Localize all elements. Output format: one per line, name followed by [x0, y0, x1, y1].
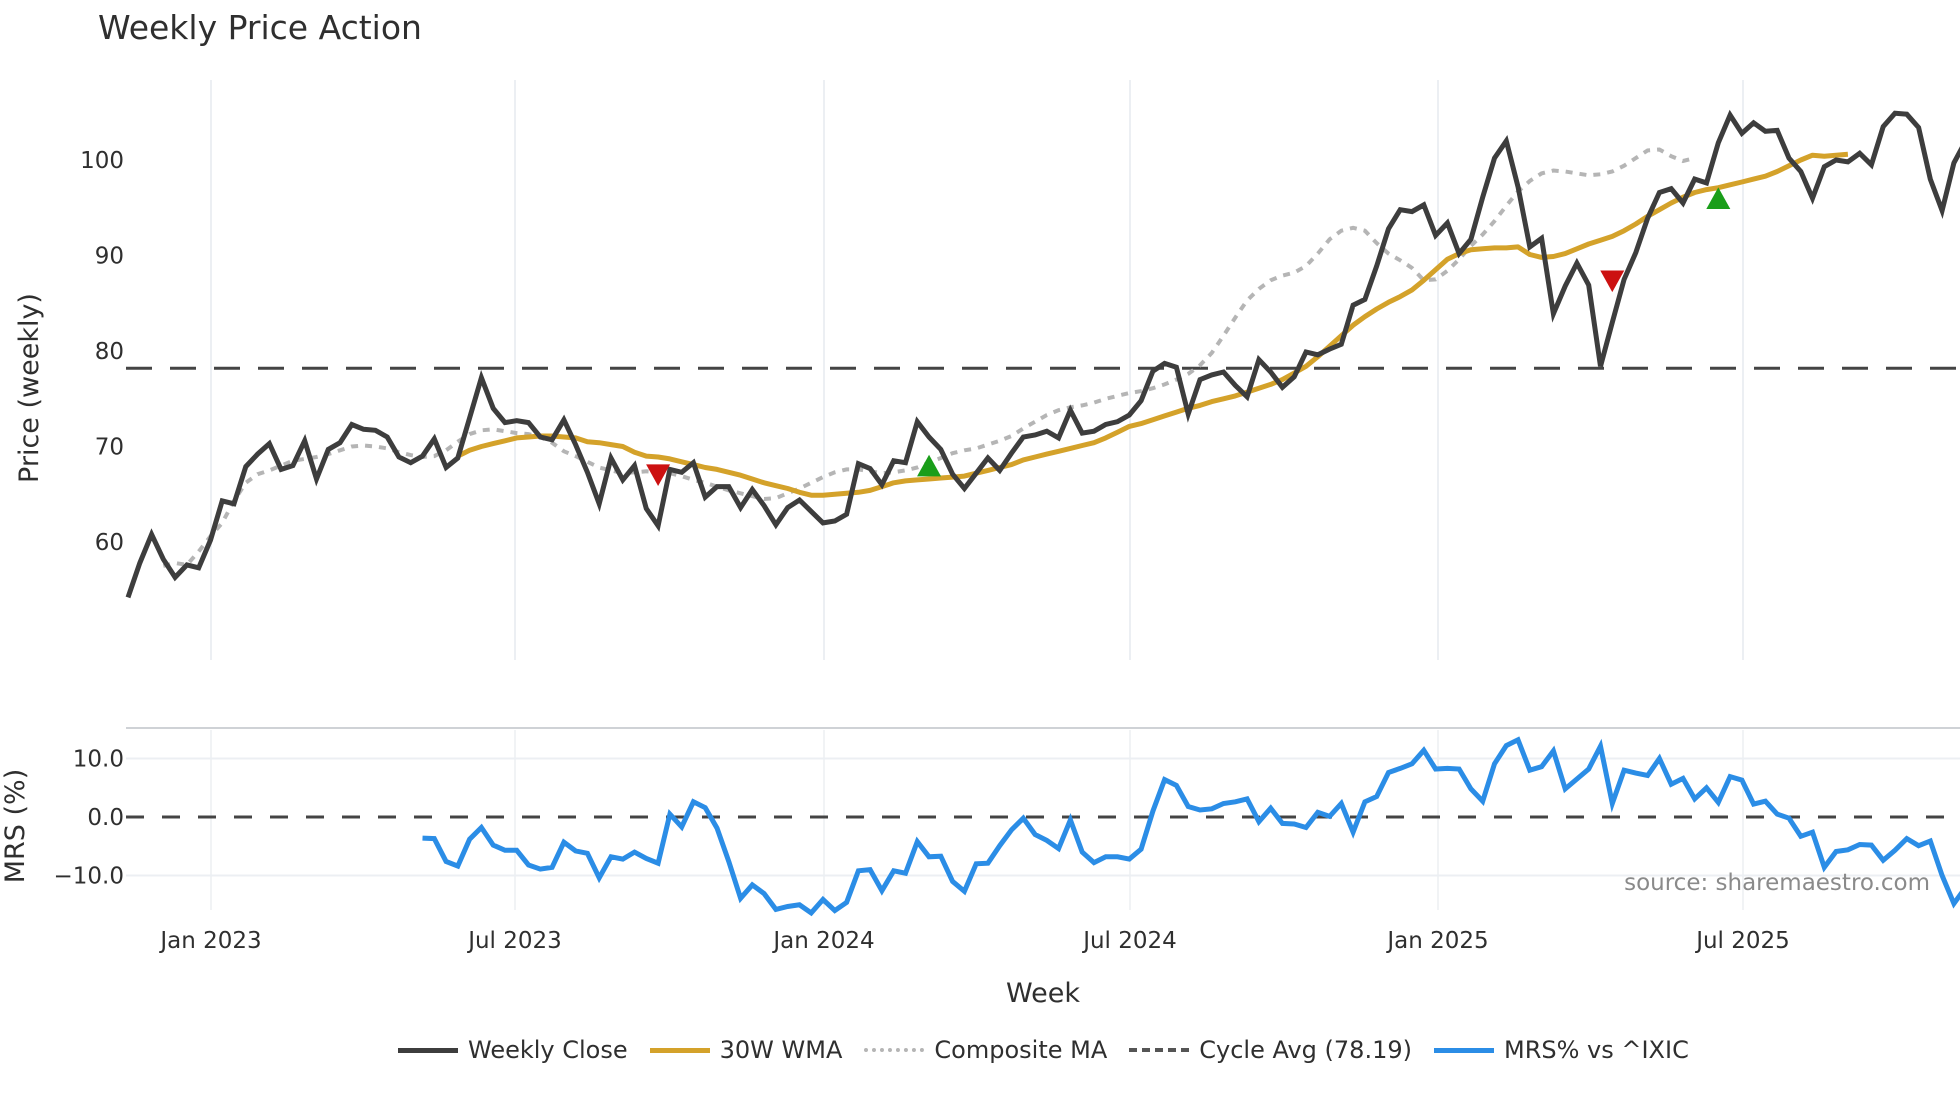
- mrs-y-tick: 0.0: [87, 805, 124, 831]
- price-y-tick: 90: [95, 244, 124, 270]
- mrs-y-tick: 10.0: [73, 747, 124, 773]
- legend-item-mrs[interactable]: MRS% vs ^IXIC: [1433, 1036, 1689, 1064]
- buy-signal-triangle-up-icon: [1706, 187, 1731, 209]
- legend-swatch-solid-dark: [398, 1047, 458, 1053]
- legend-swatch-solid-blue: [1433, 1047, 1494, 1053]
- x-tick: Jan 2024: [771, 928, 874, 954]
- price-y-tick: 100: [80, 148, 124, 174]
- buy-signal-triangle-up-icon: [917, 454, 942, 477]
- legend-item-composite-ma[interactable]: Composite MA: [864, 1036, 1107, 1064]
- chart-title: Weekly Price Action: [98, 8, 422, 47]
- mrs-line: [422, 736, 1960, 917]
- x-axis-ticks: Jan 2023 Jul 2023 Jan 2024 Jul 2024 Jan 2025…: [158, 928, 1789, 954]
- sell-signal-triangle-down-icon: [1600, 270, 1625, 293]
- legend-label: MRS% vs ^IXIC: [1503, 1036, 1689, 1064]
- sell-signal-triangle-down-icon: [646, 464, 671, 486]
- legend-swatch-dotted-grey: [864, 1048, 925, 1052]
- mrs-y-tick: −10.0: [54, 864, 124, 890]
- x-tick: Jul 2023: [466, 928, 562, 954]
- legend-label: 30W WMA: [719, 1036, 843, 1064]
- mrs-y-axis-ticks: −10.0 0.0 10.0: [54, 747, 124, 890]
- legend-swatch-solid-gold: [649, 1047, 710, 1053]
- legend-label: Weekly Close: [468, 1036, 628, 1064]
- weekly-close-line: [125, 109, 1960, 599]
- composite-ma-line: [162, 147, 1696, 568]
- price-panel-grid: [210, 80, 1744, 660]
- legend-swatch-dashed-dark: [1129, 1048, 1190, 1052]
- x-tick: Jan 2023: [158, 928, 261, 954]
- mrs-y-axis-label: MRS (%): [0, 769, 31, 884]
- price-y-tick: 70: [95, 435, 124, 461]
- price-y-tick: 80: [95, 339, 124, 365]
- legend-label: Cycle Avg (78.19): [1199, 1036, 1412, 1064]
- legend: Weekly Close 30W WMA Composite MA Cycle …: [398, 1036, 1711, 1064]
- wma-30w-line: [456, 151, 1849, 498]
- price-y-tick: 60: [95, 530, 124, 556]
- x-tick: Jul 2024: [1081, 928, 1177, 954]
- legend-item-wma[interactable]: 30W WMA: [649, 1036, 843, 1064]
- x-axis-label: Week: [1006, 978, 1080, 1009]
- legend-label: Composite MA: [934, 1036, 1108, 1064]
- price-y-axis-label: Price (weekly): [14, 293, 45, 483]
- x-tick: Jul 2025: [1694, 928, 1790, 954]
- legend-item-weekly-close[interactable]: Weekly Close: [398, 1036, 628, 1064]
- signal-markers: [646, 187, 1731, 486]
- source-watermark: source: sharemaestro.com: [1624, 870, 1930, 896]
- mrs-panel-grid: [126, 730, 1960, 910]
- x-tick: Jan 2025: [1385, 928, 1488, 954]
- legend-item-cycle-avg[interactable]: Cycle Avg (78.19): [1129, 1036, 1412, 1064]
- price-y-axis-ticks: 60 70 80 90 100: [80, 148, 124, 556]
